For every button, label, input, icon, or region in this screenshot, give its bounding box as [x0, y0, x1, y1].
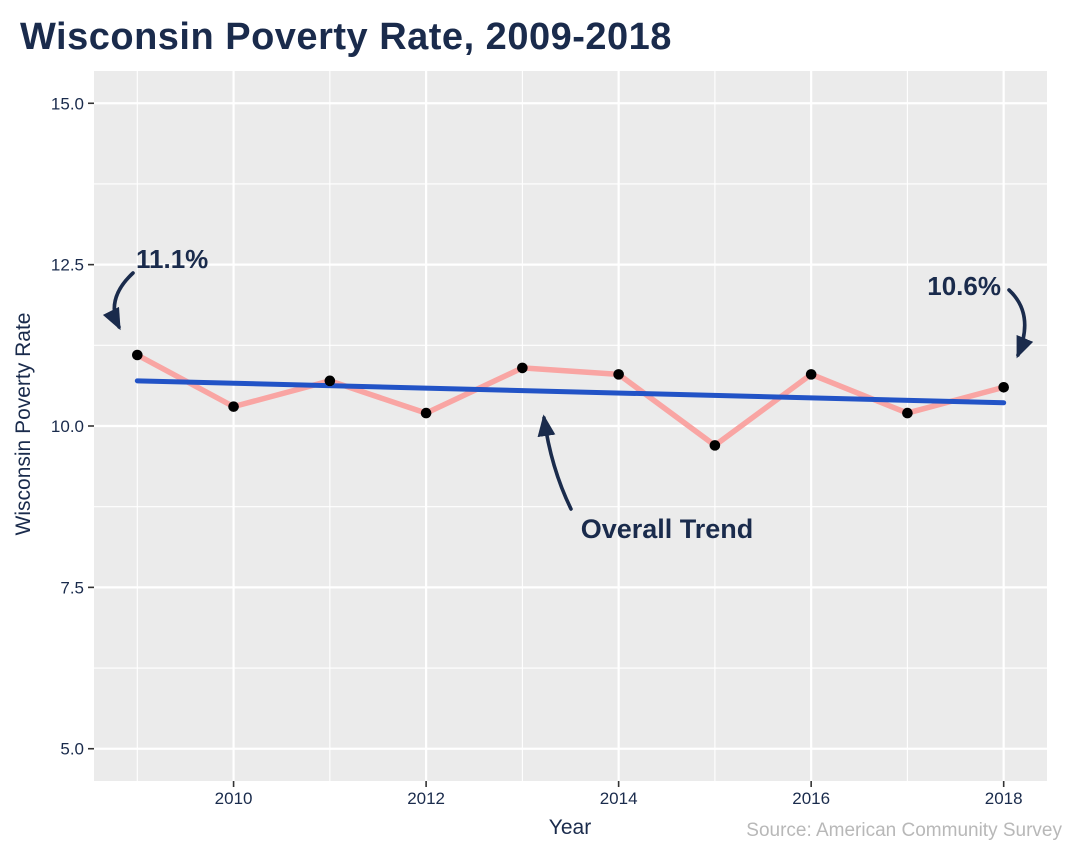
series-layer [132, 349, 1009, 451]
data-point [805, 369, 817, 380]
annotation-start-value: 11.1% [136, 244, 208, 274]
x-tick-label: 2016 [792, 789, 830, 808]
y-tick-label: 15.0 [51, 94, 84, 113]
data-point [132, 349, 143, 361]
source-caption: Source: American Community Survey [746, 820, 1062, 841]
annotation-arrow-start [102, 271, 135, 331]
x-tick-label: 2018 [985, 789, 1023, 808]
data-point [324, 375, 336, 387]
annotation-end-value: 10.6% [927, 271, 1001, 301]
y-tick-label: 5.0 [60, 740, 84, 759]
y-axis-title: Wisconsin Poverty Rate [12, 313, 35, 536]
annotation-arrow-end [1007, 288, 1034, 359]
trend-line [134, 378, 1007, 406]
data-point [998, 381, 1009, 393]
axis-tick-labels: 2010 2012 2014 2016 2018 5.0 7.5 10.0 12.5 15.0 [51, 94, 1023, 808]
axis-ticks [88, 102, 1005, 787]
annotation-trend-label: Overall Trend [581, 514, 754, 544]
data-point [902, 407, 913, 419]
y-tick-label: 12.5 [51, 256, 84, 275]
x-axis-title: Year [549, 816, 591, 839]
data-point [420, 407, 432, 419]
annotation-arrow-trend [537, 414, 573, 511]
chart-title: Wisconsin Poverty Rate, 2009-2018 [20, 16, 672, 58]
data-point [709, 440, 721, 451]
gridlines [94, 71, 1047, 781]
data-point [517, 362, 528, 374]
x-tick-label: 2014 [600, 789, 638, 808]
data-point [613, 369, 624, 380]
y-tick-label: 10.0 [51, 417, 84, 436]
data-point [228, 401, 239, 412]
x-tick-label: 2010 [215, 789, 253, 808]
x-tick-label: 2012 [407, 789, 445, 808]
poverty-rate-line [134, 352, 1007, 449]
y-tick-label: 7.5 [60, 578, 84, 597]
